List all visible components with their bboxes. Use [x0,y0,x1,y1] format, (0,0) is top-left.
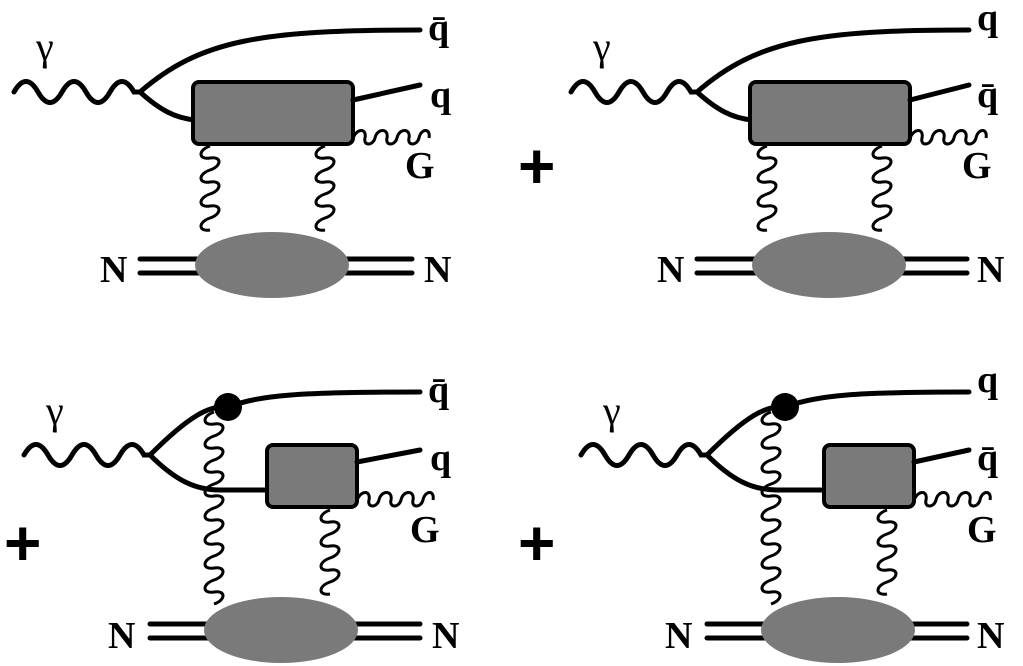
hard-scattering-box [748,80,912,146]
photon-line [11,79,143,105]
quark-line-out [350,82,423,103]
nucleon-out-label: N [977,249,1004,291]
exchange-gluon-left [756,144,778,232]
quark-line-out [354,447,423,465]
diagram-1: γ q̄ q G N N [11,7,451,298]
antiquark-line [137,27,423,95]
photon-line [578,442,710,468]
photon-label: γ [602,388,621,433]
top-quark-label: q̄ [428,7,449,49]
quark-line-top [694,27,972,95]
nucleon-out-label: N [432,615,459,657]
vertex-dot [214,393,242,421]
nucleon-out-label: N [424,249,451,291]
plus-sign-1: + [518,130,555,202]
top-quark-label: q [977,0,998,39]
nucleon-out-label: N [977,615,1004,657]
antiquark-line-in [694,89,755,123]
photon-label: γ [592,24,611,69]
nucleon-blob [204,597,358,663]
hard-scattering-box [191,80,355,146]
plus-sign-2: + [4,507,41,579]
gluon-label: G [962,145,992,187]
exchange-gluon-left [203,410,225,606]
photon-line [568,79,700,105]
vertex-dot [771,393,799,421]
photon-line [21,442,153,468]
diagram-3: γ q̄ q G N N [21,369,459,663]
nucleon-in-label: N [665,615,692,657]
diagram-2: γ q q̄ G N N [568,0,1004,298]
nucleon-blob [752,232,906,298]
photon-label: γ [45,388,64,433]
nucleon-blob [761,597,915,663]
exchange-gluon-right [314,144,336,232]
hard-scattering-box [265,443,359,509]
nucleon-in-label: N [100,249,127,291]
exchange-gluon-right [876,508,898,596]
nucleon-in-label: N [657,249,684,291]
exchange-gluon-right [319,508,341,596]
mid-quark-label: q̄ [977,437,998,479]
exchange-gluon-left [760,410,782,606]
diagram-4: γ q q̄ G N N [578,359,1004,663]
top-quark-label: q [977,359,998,401]
quark-line-in [147,452,271,493]
gluon-label: G [405,145,435,187]
mid-quark-label: q [430,437,451,479]
plus-sign-3: + [518,507,555,579]
antiquark-line-out [907,82,972,103]
outgoing-gluon [912,491,992,508]
antiquark-line-in [704,452,828,493]
exchange-gluon-right [871,144,893,232]
nucleon-blob [195,232,349,298]
top-quark-label: q̄ [428,369,449,411]
hard-scattering-box [822,443,916,509]
mid-quark-label: q [430,74,451,116]
outgoing-gluon [355,491,435,508]
gluon-label: G [967,509,997,551]
nucleon-in-label: N [108,615,135,657]
outgoing-gluon [351,129,431,146]
gluon-label: G [410,509,440,551]
outgoing-gluon [908,129,988,146]
antiquark-line-out [911,447,972,465]
photon-label: γ [35,24,54,69]
quark-line-in [137,89,198,123]
exchange-gluon-left [199,144,221,232]
mid-quark-label: q̄ [977,74,998,116]
